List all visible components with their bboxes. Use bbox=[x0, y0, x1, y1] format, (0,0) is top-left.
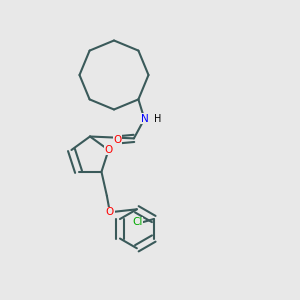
Text: H: H bbox=[154, 114, 162, 124]
Text: N: N bbox=[140, 114, 148, 124]
Text: O: O bbox=[106, 207, 114, 217]
Text: Cl: Cl bbox=[132, 217, 142, 227]
Text: O: O bbox=[113, 135, 122, 145]
Text: O: O bbox=[104, 145, 113, 155]
